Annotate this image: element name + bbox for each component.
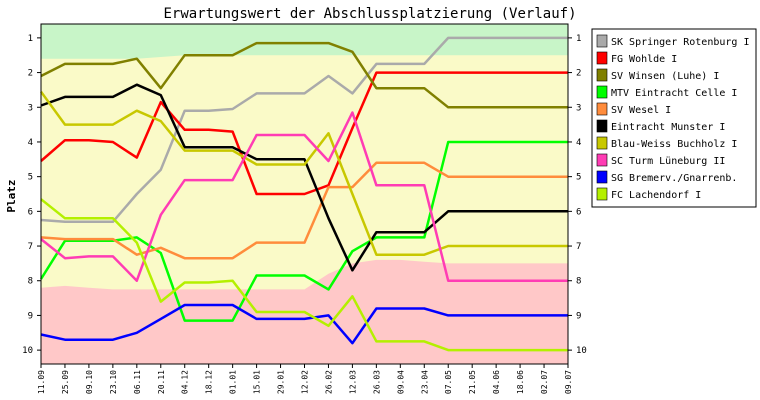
y-tick-label-left: 2 [28, 69, 33, 79]
legend-swatch-2 [596, 68, 608, 82]
x-tick-label: 26.02 [325, 370, 334, 394]
series-line-8 [40, 303, 568, 345]
legend-swatch-3 [596, 85, 608, 99]
x-tick-label: 12.03 [348, 370, 357, 394]
x-tick-label: 06.11 [133, 370, 142, 394]
series-line-7 [40, 111, 568, 282]
y-tick-label-left: 9 [28, 311, 33, 321]
legend-swatch-1 [596, 51, 608, 65]
chart-title: Erwartungswert der Abschlussplatzierung … [163, 6, 576, 22]
x-tick-label: 12.02 [301, 370, 310, 394]
x-tick-label: 09.07 [564, 370, 573, 394]
legend-swatch-5 [596, 119, 608, 133]
x-axis: 11.09 25.09 09.10 23.10 06.11 20.11 04.12 18.12… [37, 364, 573, 394]
x-tick-label: 23.04 [420, 370, 429, 394]
x-tick-label: 04.06 [492, 370, 501, 394]
legend-entry-2: SV Winsen (Luhe) I [611, 71, 719, 82]
series-line-0 [40, 36, 568, 224]
series-line-5 [40, 83, 568, 272]
y-tick-label-right: 3 [576, 103, 581, 113]
legend-swatch-8 [596, 170, 608, 184]
x-tick-label: 15.01 [253, 370, 262, 394]
x-tick-label: 09.04 [396, 370, 405, 394]
y-tick-label-right: 7 [576, 242, 581, 252]
legend-entry-3: MTV Eintracht Celle I [611, 88, 737, 99]
legend-entry-5: Eintracht Munster I [611, 122, 725, 133]
legend-entry-1: FG Wohlde I [611, 54, 677, 65]
x-tick-label: 18.12 [205, 370, 214, 394]
x-tick-label: 01.01 [229, 370, 238, 394]
legend-swatch-0 [596, 34, 608, 48]
legend-entry-8: SG Bremerv./Gnarrenb. [611, 173, 737, 184]
legend-swatch-4 [596, 102, 608, 116]
series-line-2 [40, 41, 568, 109]
band-green [41, 24, 568, 59]
x-tick-label: 02.07 [540, 370, 549, 394]
y-tick-label-right: 10 [576, 346, 587, 356]
x-tick-label: 07.05 [444, 370, 453, 394]
x-tick-label: 29.01 [277, 370, 286, 394]
legend-entry-0: SK Springer Rotenburg I [611, 37, 749, 48]
legend-entry-6: Blau-Weiss Buchholz I [611, 139, 737, 150]
series-line-3 [39, 140, 568, 322]
y-tick-label-right: 5 [576, 173, 581, 183]
y-tick-label-left: 7 [28, 242, 33, 252]
legend-swatch-6 [596, 136, 608, 150]
legend: SK Springer Rotenburg I FG Wohlde I SV Win… [596, 34, 749, 201]
y-axis-right: 1 2 3 4 5 6 7 8 9 10 [568, 34, 587, 356]
y-tick-label-right: 8 [576, 277, 581, 287]
x-tick-label: 25.09 [61, 370, 70, 394]
y-tick-label-left: 6 [28, 207, 33, 217]
y-tick-label-left: 10 [22, 346, 33, 356]
y-axis-left: 1 2 3 4 5 6 7 8 9 10 [22, 34, 41, 356]
legend-entry-9: FC Lachendorf I [611, 190, 701, 201]
series-lines [39, 36, 568, 352]
legend-swatch-9 [596, 187, 608, 201]
y-tick-label-left: 5 [28, 173, 33, 183]
x-tick-label: 18.06 [516, 370, 525, 394]
series-line-6 [39, 90, 568, 256]
x-tick-label: 09.10 [85, 370, 94, 394]
legend-entry-7: SC Turm Lüneburg II [611, 156, 725, 167]
series-line-9 [40, 198, 568, 352]
y-tick-label-left: 4 [28, 138, 33, 148]
y-axis-label: Platz [5, 179, 18, 212]
y-tick-label-right: 2 [576, 69, 581, 79]
y-tick-label-right: 1 [576, 34, 581, 44]
x-tick-label: 04.12 [181, 370, 190, 394]
x-tick-label: 11.09 [37, 370, 46, 394]
legend-box [591, 28, 757, 208]
series-line-4 [40, 161, 568, 260]
y-tick-label-left: 3 [28, 103, 33, 113]
x-tick-label: 26.03 [372, 370, 381, 394]
legend-entry-4: SV Wesel I [611, 105, 671, 116]
legend-swatch-7 [596, 153, 608, 167]
series-line-1 [40, 71, 568, 196]
y-tick-label-left: 1 [28, 34, 33, 44]
y-tick-label-right: 6 [576, 207, 581, 217]
y-tick-label-left: 8 [28, 277, 33, 287]
x-tick-label: 21.05 [468, 370, 477, 394]
x-tick-label: 23.10 [109, 370, 118, 394]
y-tick-label-right: 9 [576, 311, 581, 321]
x-tick-label: 20.11 [157, 370, 166, 394]
y-tick-label-right: 4 [576, 138, 581, 148]
